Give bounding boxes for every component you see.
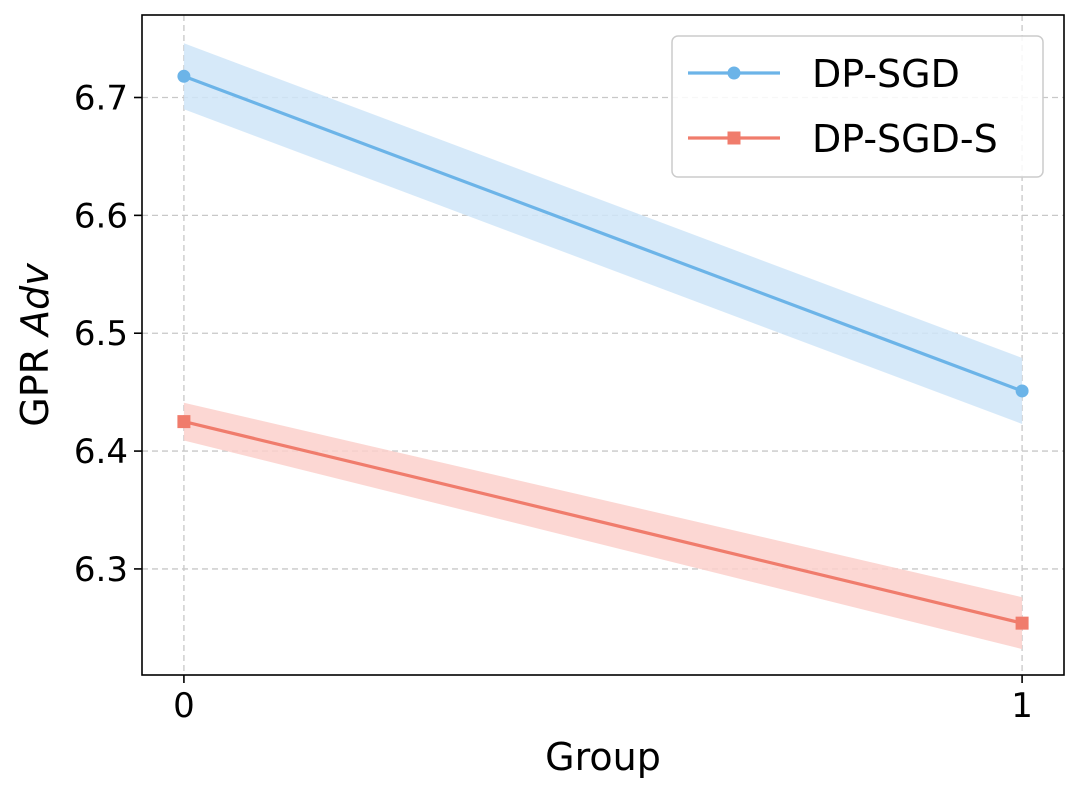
series-lines <box>177 69 1029 630</box>
y-tick-label: 6.7 <box>74 79 128 119</box>
data-point-dp-sgd <box>177 69 191 83</box>
y-tick-label: 6.3 <box>74 550 128 590</box>
x-tick-label: 0 <box>173 686 195 726</box>
band-dp-sgd-s <box>183 402 1023 650</box>
legend-entries: DP-SGD DP-SGD-S <box>688 52 998 161</box>
plot-area-frame <box>141 14 1065 676</box>
legend-label-dp-sgd-s: DP-SGD-S <box>812 117 998 161</box>
y-axis-ticks: 6.3 6.4 6.5 6.6 6.7 <box>74 79 142 590</box>
legend-marker-dp-sgd <box>727 66 741 80</box>
data-point-dp-sgd <box>1015 384 1029 398</box>
data-point-dp-sgd-s <box>1015 616 1029 630</box>
y-tick-label: 6.4 <box>74 432 128 472</box>
y-axis-title: GPR Adv <box>13 263 57 427</box>
y-tick-label: 6.6 <box>74 196 128 236</box>
y-axis-title-prefix: GPR <box>13 348 57 427</box>
legend: DP-SGD DP-SGD-S <box>671 35 1044 178</box>
legend-label-dp-sgd: DP-SGD <box>812 52 960 96</box>
series-line-dp-sgd-s <box>183 420 1023 625</box>
legend-frame <box>671 35 1044 178</box>
x-axis-title: Group <box>545 735 661 779</box>
y-tick-label: 6.5 <box>74 314 128 354</box>
data-point-dp-sgd-s <box>177 415 191 429</box>
y-axis-title-italic: Adv <box>13 263 57 339</box>
legend-marker-dp-sgd-s <box>727 131 741 145</box>
x-tick-label: 1 <box>1011 686 1033 726</box>
series-line-dp-sgd <box>183 74 1023 393</box>
